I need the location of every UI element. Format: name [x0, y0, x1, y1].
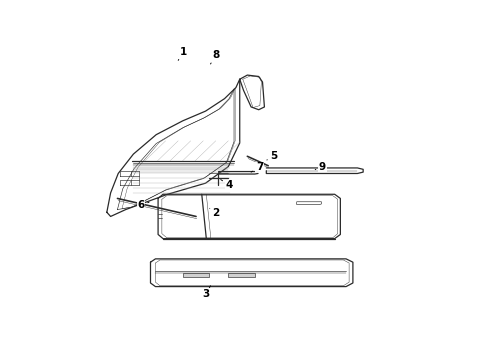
- Bar: [228, 273, 255, 278]
- Text: 1: 1: [178, 46, 187, 60]
- Text: 2: 2: [210, 208, 220, 218]
- Text: 8: 8: [211, 50, 220, 64]
- Text: 9: 9: [315, 162, 326, 172]
- Text: 4: 4: [220, 180, 233, 190]
- Text: 3: 3: [203, 286, 211, 298]
- Text: 7: 7: [251, 162, 263, 172]
- Text: 5: 5: [267, 151, 277, 161]
- Text: 6: 6: [137, 201, 149, 210]
- Bar: [183, 273, 209, 278]
